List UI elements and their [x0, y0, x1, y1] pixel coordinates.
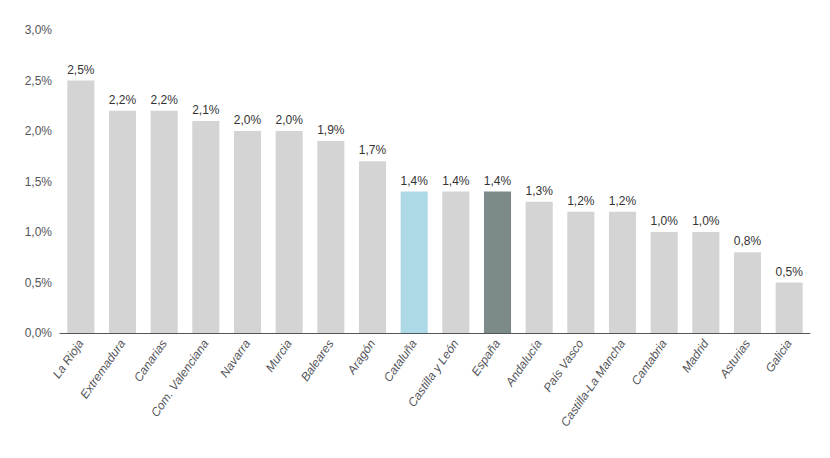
svg-text:España: España [468, 337, 503, 379]
svg-text:Murcia: Murcia [263, 337, 295, 375]
svg-text:1,0%: 1,0% [650, 214, 678, 228]
svg-text:1,4%: 1,4% [400, 174, 428, 188]
svg-text:0,5%: 0,5% [775, 265, 803, 279]
svg-text:2,0%: 2,0% [25, 124, 53, 138]
svg-text:Canarias: Canarias [131, 337, 170, 384]
svg-text:2,5%: 2,5% [67, 63, 95, 77]
svg-text:Castilla y León: Castilla y León [405, 337, 462, 410]
svg-text:1,2%: 1,2% [609, 194, 637, 208]
svg-text:Navarra: Navarra [217, 337, 253, 380]
svg-text:Com. Valenciana: Com. Valenciana [148, 337, 212, 420]
svg-text:1,4%: 1,4% [442, 174, 470, 188]
svg-text:2,0%: 2,0% [234, 113, 262, 127]
svg-text:2,2%: 2,2% [109, 93, 137, 107]
svg-text:1,5%: 1,5% [25, 175, 53, 189]
svg-text:Andalucía: Andalucía [502, 337, 545, 390]
svg-text:Galicia: Galicia [762, 337, 795, 375]
svg-text:1,7%: 1,7% [359, 143, 387, 157]
svg-text:La Rioja: La Rioja [50, 337, 87, 381]
svg-text:Baleares: Baleares [298, 337, 337, 384]
svg-text:Cataluña: Cataluña [381, 337, 420, 385]
svg-text:2,2%: 2,2% [150, 93, 178, 107]
svg-text:1,0%: 1,0% [25, 225, 53, 239]
svg-text:Aragón: Aragón [344, 337, 378, 378]
svg-text:1,4%: 1,4% [484, 174, 512, 188]
svg-text:3,0%: 3,0% [25, 23, 53, 37]
svg-text:1,3%: 1,3% [525, 184, 553, 198]
svg-text:2,5%: 2,5% [25, 74, 53, 88]
svg-text:0,8%: 0,8% [734, 234, 762, 248]
svg-text:Asturias: Asturias [716, 337, 753, 381]
svg-text:2,0%: 2,0% [275, 113, 303, 127]
svg-text:Cantabria: Cantabria [629, 337, 671, 388]
svg-text:1,2%: 1,2% [567, 194, 595, 208]
svg-text:1,9%: 1,9% [317, 123, 345, 137]
svg-text:Madrid: Madrid [679, 337, 712, 375]
svg-text:2,1%: 2,1% [192, 103, 220, 117]
svg-text:Extremadura: Extremadura [77, 337, 128, 402]
svg-text:1,0%: 1,0% [692, 214, 720, 228]
svg-text:País Vasco: País Vasco [541, 337, 587, 395]
svg-text:0,5%: 0,5% [25, 276, 53, 290]
svg-text:0,0%: 0,0% [25, 326, 53, 340]
svg-text:Castilla-La Mancha: Castilla-La Mancha [558, 337, 629, 429]
